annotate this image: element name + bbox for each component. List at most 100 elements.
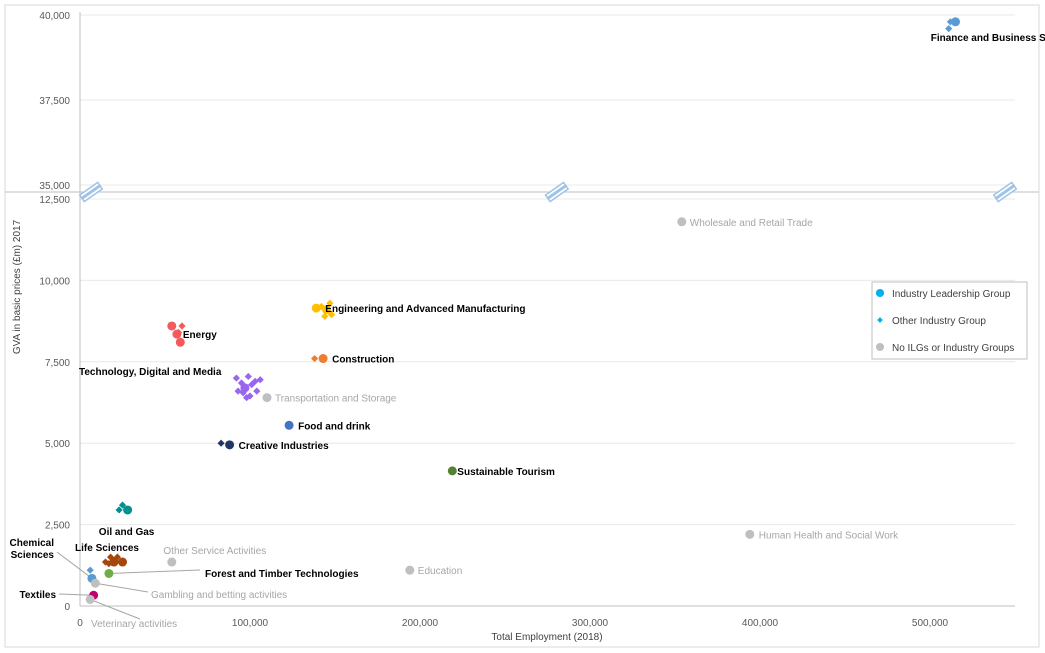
y-tick-label: 7,500	[45, 358, 70, 369]
engineering-and-advanced-manufacturing-point	[321, 312, 329, 320]
x-tick-label: 200,000	[402, 618, 439, 629]
y-tick-label: 2,500	[45, 521, 70, 532]
food-and-drink-point	[284, 420, 294, 430]
y-tick-label: 0	[64, 602, 70, 613]
leader-line	[108, 569, 201, 574]
creative-industries-point	[225, 440, 235, 450]
oil-and-gas-point	[118, 501, 127, 509]
legend-box	[871, 281, 1028, 360]
technology-digital-and-media-point	[232, 374, 240, 382]
technology-digital-and-media-point	[256, 376, 264, 384]
x-tick-label: 100,000	[232, 618, 269, 629]
data-label-chemical-sciences: Chemical	[10, 538, 55, 549]
data-label-gambling-and-betting-activities: Gambling and betting activities	[151, 590, 287, 601]
life-sciences-point	[113, 553, 121, 561]
life-sciences-point	[107, 553, 115, 561]
data-label-food-and-drink: Food and drink	[298, 421, 371, 432]
data-label-engineering-and-advanced-manufacturing: Engineering and Advanced Manufacturing	[325, 304, 525, 315]
engineering-and-advanced-manufacturing-point	[322, 305, 331, 315]
education-point	[405, 565, 415, 575]
series-veterinary-activities	[85, 594, 95, 604]
data-points	[85, 17, 960, 604]
x-tick-label: 300,000	[572, 618, 609, 629]
data-label-technology-digital-and-media: Technology, Digital and Media	[79, 367, 222, 378]
series-food-and-drink	[284, 420, 294, 430]
sustainable-tourism-point	[447, 466, 457, 476]
construction-point	[318, 354, 328, 364]
creative-industries-point	[217, 439, 225, 447]
y-axis-title: GVA in basic prices (£m) 2017	[12, 219, 23, 354]
y-tick-label: 35,000	[39, 181, 70, 192]
y-tick-label: 5,000	[45, 439, 70, 450]
y-tick-label: 40,000	[39, 11, 70, 22]
series-construction	[311, 354, 328, 364]
axis-break-fill	[81, 184, 101, 200]
data-label-textiles: Textiles	[20, 590, 57, 601]
finance-and-business-services-point	[945, 25, 953, 33]
energy-point	[175, 337, 185, 347]
series-energy	[167, 321, 186, 347]
series-oil-and-gas	[115, 501, 133, 515]
series-other-service-activities	[167, 557, 177, 567]
legend-marker-industry-leadership-group	[875, 288, 885, 298]
life-sciences-point	[105, 560, 113, 568]
wholesale-and-retail-trade-point	[677, 217, 687, 227]
energy-point	[178, 322, 186, 330]
technology-digital-and-media-point	[253, 387, 261, 395]
axis-break-markers	[78, 181, 1018, 203]
data-label-transportation-and-storage: Transportation and Storage	[275, 394, 397, 405]
series-wholesale-and-retail-trade	[677, 217, 687, 227]
veterinary-activities-point	[85, 594, 95, 604]
axis-break-fill	[546, 184, 567, 200]
series-transportation-and-storage	[262, 393, 272, 403]
data-labels: Finance and Business Services Wholesale a…	[10, 33, 1045, 630]
data-label-sustainable-tourism: Sustainable Tourism	[457, 467, 555, 478]
energy-point	[175, 328, 183, 337]
series-human-health-and-social-work	[745, 529, 755, 539]
y-tick-label: 10,000	[39, 276, 70, 287]
series-education	[405, 565, 415, 575]
legend-marker-no-ilgs-or-industry-groups	[875, 342, 885, 352]
chemical-sciences-point	[86, 566, 94, 574]
data-label-oil-and-gas: Oil and Gas	[99, 527, 155, 538]
leader-line	[56, 551, 93, 579]
engineering-and-advanced-manufacturing-point	[317, 302, 325, 311]
data-label-other-service-activities: Other Service Activities	[163, 546, 266, 557]
technology-digital-and-media-point	[237, 379, 246, 387]
axis-break-marker	[992, 181, 1018, 203]
data-label-education: Education	[418, 566, 462, 577]
x-tick-label: 400,000	[742, 618, 779, 629]
y-tick-label: 12,500	[39, 195, 70, 206]
data-label-energy: Energy	[183, 330, 217, 341]
data-label-human-health-and-social-work: Human Health and Social Work	[759, 530, 899, 541]
legend-label-industry-leadership-group: Industry Leadership Group	[892, 289, 1011, 300]
leader-line	[90, 599, 141, 620]
data-label-finance-and-business-services: Finance and Business Services	[931, 33, 1045, 44]
series-sustainable-tourism	[447, 466, 457, 476]
axis-break-marker	[544, 181, 570, 203]
series-creative-industries	[217, 439, 235, 450]
data-label-chemical-sciences: Sciences	[11, 550, 55, 561]
leader-line	[58, 593, 94, 596]
legend-marker-other-industry-group	[877, 317, 883, 323]
x-tick-label: 500,000	[912, 618, 949, 629]
other-service-activities-point	[167, 557, 177, 567]
finance-and-business-services-point	[946, 18, 954, 26]
finance-and-business-services-point	[951, 17, 960, 27]
construction-point	[311, 354, 319, 363]
technology-digital-and-media-point	[239, 389, 247, 397]
x-axis-title: Total Employment (2018)	[491, 632, 602, 643]
technology-digital-and-media-point	[246, 392, 254, 400]
gambling-and-betting-activities-point	[90, 578, 100, 588]
series-technology-digital-and-media	[232, 372, 264, 402]
legend-label-other-industry-group: Other Industry Group	[892, 316, 986, 327]
data-label-construction: Construction	[332, 355, 394, 366]
series-engineering-and-advanced-manufacturing	[311, 299, 336, 320]
leader-line	[95, 582, 149, 593]
data-label-creative-industries: Creative Industries	[239, 441, 329, 452]
engineering-and-advanced-manufacturing-point	[326, 299, 334, 307]
oil-and-gas-point	[115, 506, 123, 514]
oil-and-gas-point	[123, 505, 133, 515]
technology-digital-and-media-point	[244, 372, 252, 381]
